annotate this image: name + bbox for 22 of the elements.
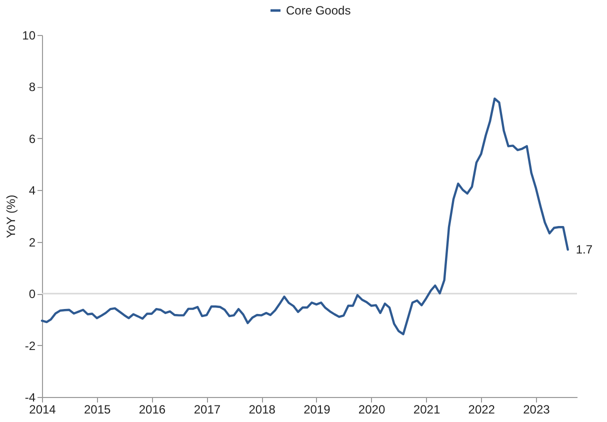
x-tick-label: 2014 [29, 402, 56, 416]
y-tick-label: 6 [28, 132, 36, 146]
x-tick-label: 2019 [304, 402, 331, 416]
x-tick-label: 2020 [358, 402, 386, 416]
x-tick-label: 2015 [84, 402, 112, 416]
annotation: 1.7 [576, 242, 593, 257]
line-series [40, 98, 569, 336]
y-tick-label: 4 [28, 184, 36, 198]
y-tick-label: -4 [24, 390, 36, 404]
y-tick-label: 2 [28, 235, 36, 250]
legend-label: Core Goods [286, 4, 351, 18]
x-tick-label: 2023 [523, 402, 550, 416]
x-tick-label: 2018 [248, 402, 276, 416]
x-tick-label: 2017 [194, 402, 221, 416]
x-tick-label: 2022 [468, 402, 496, 416]
y-tick-label: 0 [28, 287, 36, 302]
y-tick-label: 8 [28, 80, 36, 94]
x-tick-label: 2016 [138, 402, 166, 416]
y-tick-label: -2 [24, 338, 36, 353]
x-tick-label: 2021 [413, 402, 440, 416]
y-tick-label: 10 [22, 28, 36, 42]
y-axis-title: YoY (%) [4, 194, 18, 238]
